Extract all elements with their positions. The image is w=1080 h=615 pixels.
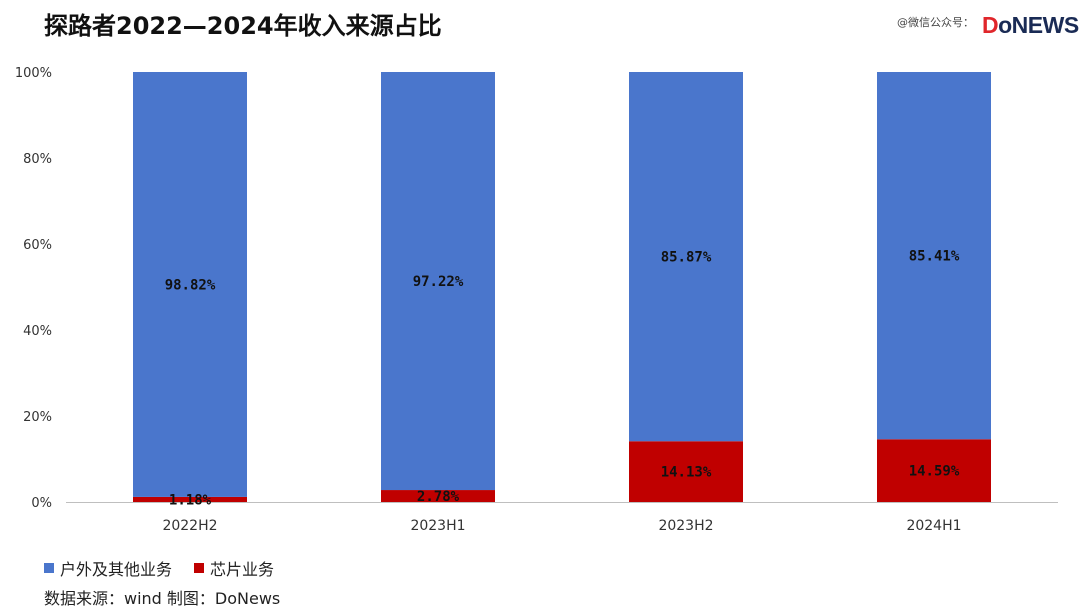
bar-outdoor (381, 72, 495, 491)
x-tick-label: 2023H1 (410, 518, 465, 534)
bar-chip (381, 490, 495, 502)
bar-outdoor (629, 72, 743, 442)
bar-outdoor (877, 72, 991, 440)
data-label-chip: 2.78% (417, 489, 460, 505)
legend-label-chip: 芯片业务 (210, 560, 275, 579)
legend-item-chip: 芯片业务 (194, 556, 274, 580)
data-label-chip: 14.59% (909, 464, 960, 480)
x-tick-label: 2024H1 (906, 518, 961, 534)
y-tick-label: 80% (23, 152, 52, 167)
legend: 户外及其他业务 芯片业务 (44, 556, 296, 580)
legend-item-outdoor: 户外及其他业务 (44, 556, 172, 580)
legend-swatch-outdoor (44, 563, 54, 573)
bar-chip (133, 496, 247, 502)
watermark-text: @微信公众号： (897, 16, 974, 29)
bar-chip (629, 441, 743, 502)
donews-logo: DoNEWS (982, 12, 1079, 38)
y-tick-label: 0% (31, 496, 52, 511)
data-label-outdoor: 85.41% (909, 249, 960, 265)
bar-outdoor (133, 72, 247, 497)
legend-label-outdoor: 户外及其他业务 (60, 560, 173, 579)
data-label-outdoor: 98.82% (165, 277, 216, 293)
x-tick-label: 2022H2 (162, 518, 217, 534)
data-label-outdoor: 97.22% (413, 274, 464, 290)
chart-title: 探路者2022—2024年收入来源占比 (44, 12, 442, 40)
y-tick-label: 60% (23, 238, 52, 253)
data-label-chip: 14.13% (661, 465, 712, 481)
y-tick-label: 20% (23, 410, 52, 425)
legend-swatch-chip (194, 563, 205, 573)
source-note: 数据来源：wind 制图：DoNews (44, 589, 281, 608)
data-label-outdoor: 85.87% (661, 250, 712, 266)
data-label-chip: 1.18% (169, 492, 212, 508)
x-tick-label: 2023H2 (658, 518, 713, 534)
y-tick-label: 100% (15, 66, 52, 81)
y-tick-label: 40% (23, 324, 52, 339)
bar-chip (877, 439, 991, 502)
